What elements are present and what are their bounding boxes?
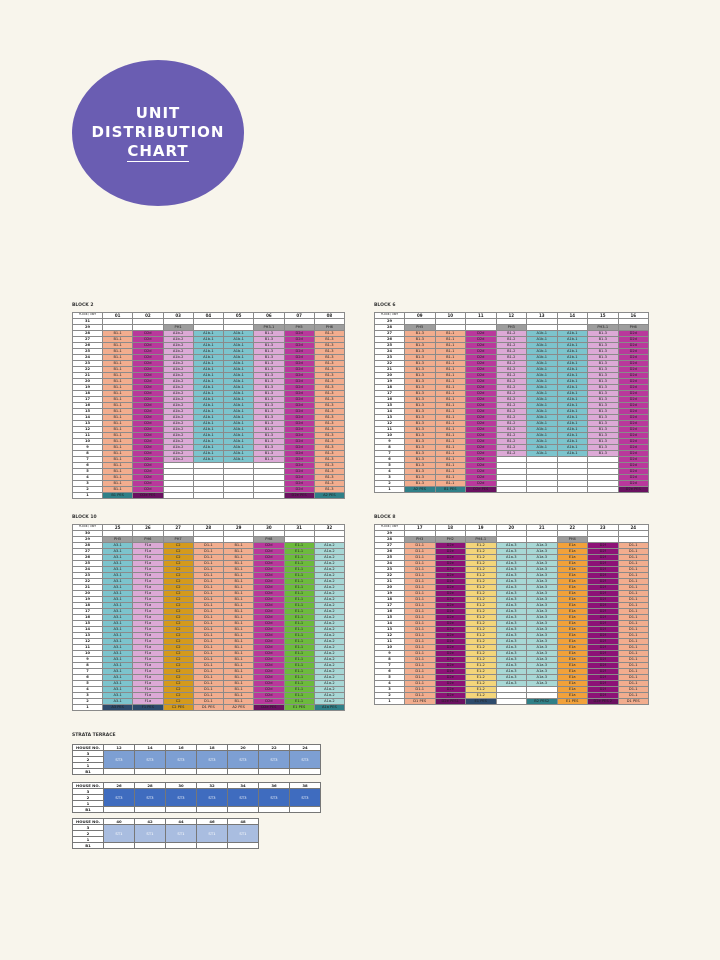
block-title: BLOCK 10 [72, 515, 97, 520]
strata-floor-label: B1 [72, 806, 104, 813]
strata-basement-cell [196, 806, 228, 813]
unit-cell: A1a PES [313, 704, 346, 711]
strata-unit-cell: ST3 [165, 788, 197, 807]
unit-cell: A3 PES [101, 704, 134, 711]
strata-basement-cell [258, 768, 290, 775]
strata-unit-cell: ST1 [196, 824, 228, 843]
unit-cell [495, 698, 527, 705]
unit-cell [162, 492, 194, 499]
strata-title: STRATA TERRACE [72, 733, 116, 738]
unit-cell: B1 PES [101, 492, 134, 499]
unit-cell: D2e PES [465, 486, 497, 493]
strata-unit-cell: ST3 [134, 750, 166, 769]
block-title: BLOCK 8 [374, 515, 396, 520]
unit-cell: D1 PES [192, 704, 225, 711]
unit-cell: B1 PES [434, 486, 466, 493]
strata-unit-cell: ST3 [258, 788, 290, 807]
unit-cell [587, 486, 619, 493]
unit-cell: D2e PES [283, 492, 315, 499]
unit-cell: A2 PES [404, 486, 436, 493]
strata-basement-cell [134, 768, 166, 775]
unit-cell: E1 PES [465, 698, 497, 705]
house-no-label: HOUSE NO. [72, 818, 104, 825]
unit-cell [192, 492, 225, 499]
strata-basement-cell [196, 768, 228, 775]
unit-cell: A2 PES [222, 704, 255, 711]
strata-basement-cell [103, 806, 135, 813]
strata-unit-cell: ST1 [134, 824, 166, 843]
strata-basement-cell [289, 768, 321, 775]
strata-basement-cell [196, 842, 228, 849]
strata-unit-cell: ST3 [103, 750, 135, 769]
strata-unit-cell: ST3 [165, 750, 197, 769]
unit-cell: D2e PES [617, 486, 649, 493]
strata-unit-cell: ST3 [258, 750, 290, 769]
strata-basement-cell [258, 806, 290, 813]
strata-unit-cell: ST3 [227, 788, 259, 807]
block-title: BLOCK 2 [72, 303, 94, 308]
title-line-2: DISTRIBUTION [91, 123, 225, 141]
strata-unit-cell: ST3 [289, 750, 321, 769]
house-no-label: HOUSE NO. [72, 744, 104, 751]
strata-unit-cell: ST3 [196, 788, 228, 807]
unit-cell: D2e PES [132, 492, 164, 499]
strata-unit-cell: ST3 [289, 788, 321, 807]
strata-basement-cell [165, 806, 197, 813]
unit-cell [556, 486, 588, 493]
floor-label: 1 [72, 492, 103, 499]
strata-unit-cell: ST3 [227, 750, 259, 769]
strata-basement-cell [289, 806, 321, 813]
unit-cell [222, 492, 255, 499]
unit-cell: C2 PES [162, 704, 194, 711]
unit-cell: F1 PES [132, 704, 164, 711]
title-badge: UNIT DISTRIBUTION CHART [72, 60, 244, 206]
block-table: FLOOR / UNIT 25 26 27 28 29 30 31 32 30 29 PH5 PH6 PH… [72, 524, 346, 711]
strata-basement-cell [165, 768, 197, 775]
unit-cell [526, 486, 558, 493]
strata-table: HOUSE NO. 26 28 30 32 34 36 38 3 ST3 ST3 ST3 ST3 ST3 S… [72, 782, 321, 813]
block-table: FLOOR / UNIT 01 02 03 04 05 06 07 08 31 29 PH1 PH3-1… [72, 312, 346, 499]
strata-basement-cell [227, 768, 259, 775]
strata-basement-cell [227, 842, 259, 849]
house-no-label: HOUSE NO. [72, 782, 104, 789]
strata-basement-cell [165, 842, 197, 849]
block-title: BLOCK 6 [374, 303, 396, 308]
unit-cell: E1 PES [556, 698, 588, 705]
block-table: FLOOR / UNIT 09 10 11 12 13 14 15 16 29 28 PH5 PH3 PH… [374, 312, 649, 493]
floor-label: 1 [72, 704, 103, 711]
title-line-3: CHART [127, 142, 189, 162]
strata-unit-cell: ST3 [103, 788, 135, 807]
strata-floor-label: B1 [72, 768, 104, 775]
strata-basement-cell [134, 842, 166, 849]
title-line-1: UNIT [135, 104, 181, 122]
unit-cell [495, 486, 527, 493]
strata-unit-cell: ST1 [227, 824, 259, 843]
unit-cell: D1 PES [404, 698, 436, 705]
floor-label: 1 [374, 698, 405, 705]
unit-cell: D1 PES [617, 698, 649, 705]
strata-unit-cell: ST3 [134, 788, 166, 807]
unit-cell [253, 492, 285, 499]
strata-unit-cell: ST1 [103, 824, 135, 843]
strata-basement-cell [227, 806, 259, 813]
block-table: FLOOR / UNIT 17 18 19 20 21 22 23 24 29 28 PH3 PH2 PH… [374, 524, 649, 705]
strata-basement-cell [134, 806, 166, 813]
strata-basement-cell [103, 768, 135, 775]
strata-floor-label: B1 [72, 842, 104, 849]
unit-cell: B2 PES2 [526, 698, 558, 705]
strata-table: HOUSE NO. 12 14 16 18 20 22 24 3 ST3 ST3 ST3 ST3 ST3 S… [72, 744, 321, 775]
unit-cell: E1 PES [283, 704, 315, 711]
strata-table: HOUSE NO. 40 42 44 46 48 3 ST1 ST1 ST1 ST1 ST1 2 1 B1 [72, 818, 259, 849]
strata-unit-cell: ST1 [165, 824, 197, 843]
unit-cell: D2e PES 2 [587, 698, 619, 705]
floor-label: 1 [374, 486, 405, 493]
unit-cell: A2 PES [313, 492, 346, 499]
unit-cell: D2e PES1 [434, 698, 466, 705]
strata-basement-cell [103, 842, 135, 849]
unit-cell: D2e PES [253, 704, 285, 711]
strata-unit-cell: ST3 [196, 750, 228, 769]
